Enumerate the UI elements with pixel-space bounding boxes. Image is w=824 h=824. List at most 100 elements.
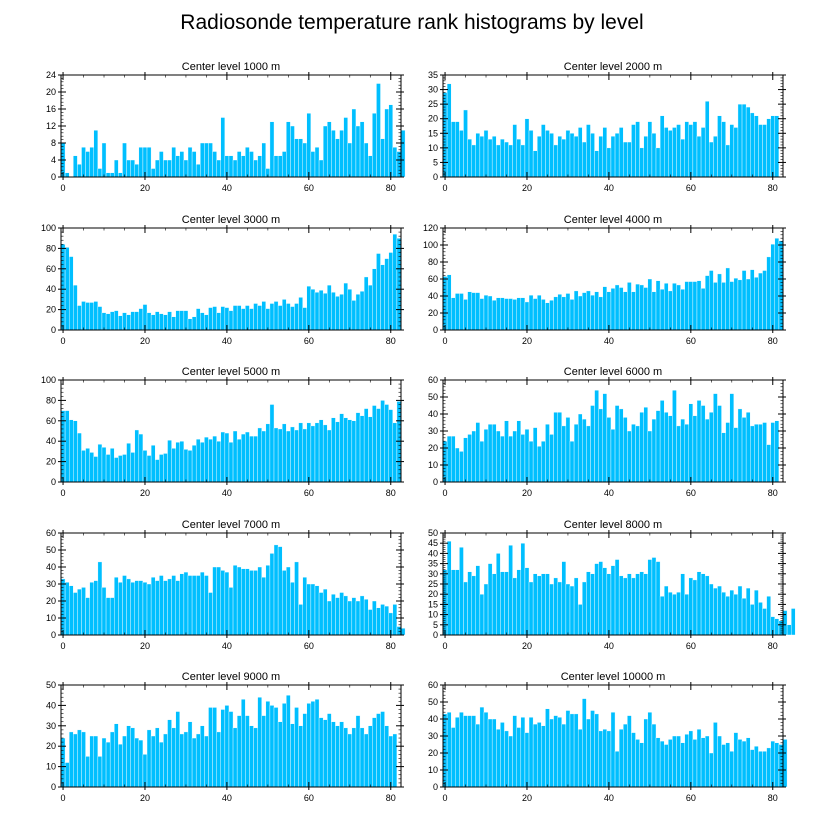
histogram-bar bbox=[64, 247, 70, 331]
histogram-bar bbox=[450, 569, 456, 636]
y-tick-label: 15 bbox=[428, 599, 438, 609]
histogram-bar bbox=[459, 547, 464, 636]
histogram-bar bbox=[249, 435, 254, 483]
histogram-bar bbox=[171, 147, 176, 178]
histogram-bar bbox=[273, 427, 279, 483]
histogram-bar bbox=[577, 604, 583, 636]
histogram-bar bbox=[582, 418, 587, 483]
histogram-bar bbox=[508, 298, 513, 331]
histogram-bar bbox=[651, 418, 657, 483]
histogram-bar bbox=[700, 127, 706, 178]
histogram-bar bbox=[602, 286, 608, 331]
histogram-bar bbox=[561, 296, 567, 331]
histogram-bar bbox=[655, 280, 661, 331]
histogram-bar bbox=[290, 582, 295, 636]
histogram-bar bbox=[651, 133, 657, 178]
x-tick-label: 60 bbox=[686, 641, 696, 651]
histogram-bar bbox=[545, 573, 550, 636]
histogram-bar bbox=[105, 741, 111, 788]
histogram-bar bbox=[359, 121, 365, 178]
x-tick-label: 40 bbox=[604, 793, 614, 803]
histogram-bar bbox=[60, 244, 66, 331]
histogram-bar bbox=[561, 561, 567, 636]
x-tick-label: 80 bbox=[386, 793, 396, 803]
histogram-bar bbox=[355, 600, 361, 636]
histogram-bar bbox=[676, 735, 681, 788]
histogram-bar bbox=[85, 302, 90, 331]
histogram-bar bbox=[138, 308, 144, 331]
y-tick-label: 60 bbox=[428, 375, 438, 385]
histogram-bar bbox=[376, 607, 381, 636]
histogram-bar bbox=[368, 284, 373, 331]
histogram-bar bbox=[606, 730, 612, 788]
histogram-bar bbox=[532, 427, 538, 483]
histogram-bar bbox=[298, 422, 303, 483]
histogram-bar bbox=[388, 104, 394, 178]
histogram-bar bbox=[335, 725, 340, 788]
histogram-bar bbox=[549, 133, 554, 178]
histogram-bar bbox=[704, 735, 710, 788]
histogram-bar bbox=[557, 294, 563, 331]
histogram-bar bbox=[459, 293, 464, 331]
histogram-bar bbox=[64, 410, 70, 483]
histogram-bar bbox=[249, 151, 254, 178]
y-tick-label: 0 bbox=[433, 782, 438, 792]
histogram-bar bbox=[282, 703, 287, 788]
x-tick-label: 20 bbox=[140, 183, 150, 193]
histogram-bar bbox=[204, 575, 209, 636]
histogram-bar bbox=[376, 713, 381, 788]
y-tick-label: 35 bbox=[428, 559, 438, 569]
histogram-bar bbox=[733, 127, 739, 178]
histogram-bar bbox=[122, 575, 127, 636]
x-tick-label: 40 bbox=[222, 336, 232, 346]
histogram-bar bbox=[77, 432, 82, 483]
histogram-bar bbox=[187, 147, 193, 178]
histogram-bar bbox=[363, 733, 369, 788]
histogram-bar bbox=[729, 393, 735, 483]
histogram-bar bbox=[717, 585, 722, 636]
histogram-bar bbox=[101, 737, 107, 788]
y-tick-label: 15 bbox=[428, 128, 438, 138]
histogram-bar bbox=[347, 600, 353, 636]
histogram-bar bbox=[614, 751, 620, 788]
histogram-bar bbox=[101, 142, 107, 178]
histogram-bar bbox=[577, 295, 583, 331]
histogram-bar bbox=[750, 425, 755, 483]
histogram-bar bbox=[85, 756, 90, 788]
histogram-bar bbox=[253, 159, 258, 178]
histogram-bar bbox=[155, 311, 160, 331]
histogram-bar bbox=[664, 283, 669, 331]
histogram-bar bbox=[220, 306, 226, 331]
histogram-bar bbox=[306, 285, 312, 331]
x-tick-label: 80 bbox=[386, 336, 396, 346]
histogram-bar bbox=[643, 718, 649, 788]
histogram-bar bbox=[183, 310, 189, 331]
histogram-bar bbox=[269, 404, 275, 483]
histogram-bar bbox=[114, 577, 119, 636]
histogram-bar bbox=[446, 540, 452, 636]
x-tick-label: 40 bbox=[604, 641, 614, 651]
histogram-bar bbox=[508, 435, 513, 483]
histogram-bar bbox=[750, 749, 755, 788]
histogram-bar bbox=[455, 293, 460, 331]
histogram-bar bbox=[298, 297, 303, 331]
histogram-bar bbox=[396, 237, 402, 331]
histogram-bar bbox=[343, 117, 348, 178]
histogram-bar bbox=[467, 434, 472, 483]
histogram-bar bbox=[257, 427, 262, 483]
histogram-bar bbox=[245, 147, 250, 178]
histogram-bar bbox=[286, 566, 291, 636]
panel-7000m: Center level 7000 m 0 10 20 30 40 50 60 0 20 40 60 8… bbox=[46, 519, 406, 651]
histogram-bar bbox=[553, 715, 558, 788]
histogram-bar bbox=[487, 718, 493, 788]
histogram-bar bbox=[487, 563, 493, 636]
histogram-bar bbox=[187, 575, 193, 636]
histogram-bar bbox=[639, 147, 644, 178]
y-tick-label: 4 bbox=[51, 155, 56, 165]
histogram-bar bbox=[545, 424, 550, 483]
histogram-bar bbox=[623, 577, 628, 636]
histogram-bar bbox=[93, 735, 99, 788]
histogram-bar bbox=[528, 294, 534, 331]
histogram-bar bbox=[331, 292, 336, 331]
histogram-bar bbox=[623, 723, 628, 788]
